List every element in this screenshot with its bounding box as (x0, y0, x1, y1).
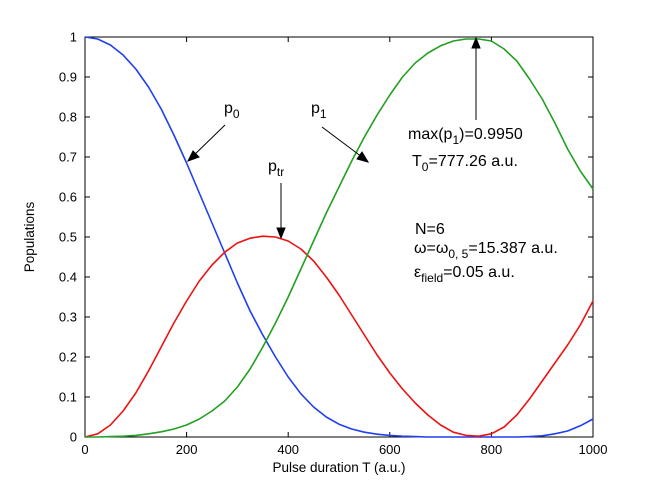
max-p1-text: max(p1)=0.9950 (408, 126, 523, 147)
series-p0-line (84, 36, 594, 438)
x-axis-label: Pulse duration T (a.u.) (272, 460, 405, 475)
y-axis-label: Populations (22, 201, 37, 272)
arrowhead-p1 (356, 151, 370, 163)
y-tick-label: 0.9 (59, 70, 77, 85)
y-tick-label: 1 (70, 30, 77, 45)
arrowhead-max (471, 36, 481, 49)
y-tick-label: 0.8 (59, 110, 77, 125)
y-tick-label: 0.5 (59, 230, 77, 245)
series-lines (84, 36, 594, 438)
series-p1-line (85, 38, 594, 438)
arrowhead-ptr (276, 227, 286, 240)
label-p0: p0 (224, 100, 240, 121)
x-tick-label: 800 (481, 442, 503, 457)
x-tick-label: 600 (379, 442, 401, 457)
t0-text: T0=777.26 a.u. (412, 153, 518, 174)
series-ptr-line (84, 235, 594, 438)
eps-text: εfield=0.05 a.u. (414, 264, 515, 285)
ticks: 0 200 400 600 800 1000 0 0.1 0.2 0.3 0.4 0.5 0.6 0.7 0… (59, 30, 608, 458)
plot-area (84, 36, 594, 438)
x-tick-label: 400 (277, 442, 299, 457)
arrow-p1 (321, 126, 367, 161)
y-tick-label: 0 (70, 430, 77, 445)
x-tick-label: 1000 (579, 442, 608, 457)
y-tick-label: 0.1 (59, 390, 77, 405)
y-tick-label: 0.7 (59, 150, 77, 165)
n-text: N=6 (415, 221, 445, 238)
omega-text: ω=ω0, 5=15.387 a.u. (414, 240, 558, 261)
x-tick-label: 200 (176, 442, 198, 457)
arrowhead-p0 (186, 150, 200, 162)
x-tick-label: 0 (81, 442, 88, 457)
annotation-arrows (186, 36, 481, 240)
label-p1: p1 (311, 100, 327, 121)
y-tick-label: 0.3 (59, 310, 77, 325)
label-ptr: ptr (268, 158, 284, 179)
y-tick-label: 0.6 (59, 190, 77, 205)
y-tick-label: 0.2 (59, 350, 77, 365)
y-tick-label: 0.4 (59, 270, 77, 285)
